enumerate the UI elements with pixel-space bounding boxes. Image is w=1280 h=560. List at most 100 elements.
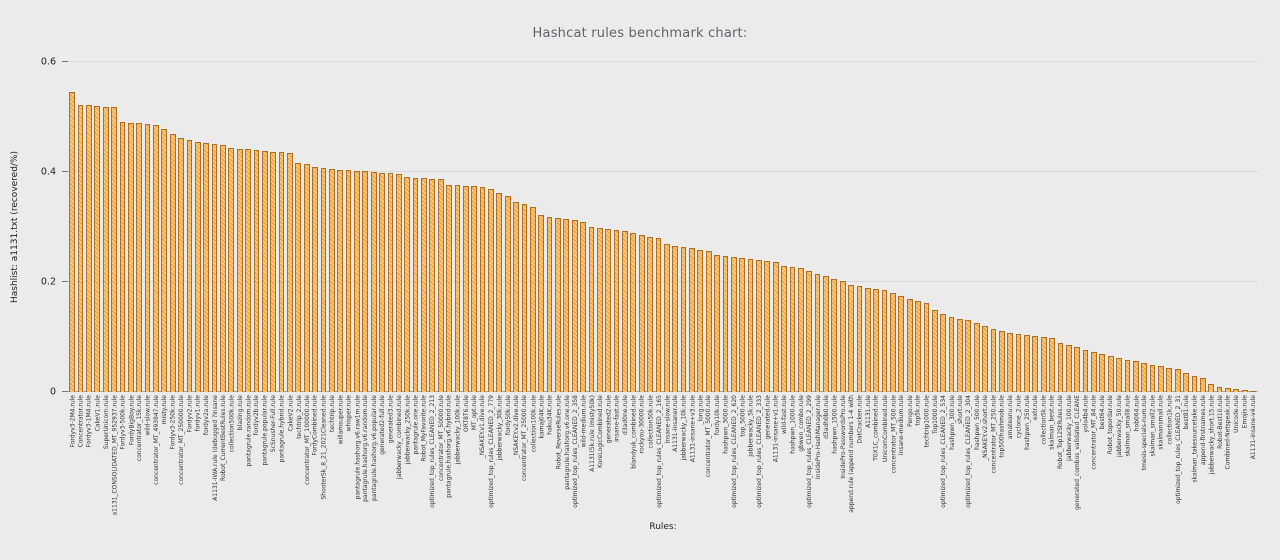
bar	[1233, 389, 1240, 392]
bar-group: jabberwacky_250k.rule	[403, 62, 411, 464]
x-tick-label: optimized_top_rules_CLEANED_2_31	[1174, 395, 1182, 505]
bar-group: A1131.rule	[864, 62, 872, 428]
x-tick-label: Pengo.rule	[906, 395, 914, 427]
x-tick-label: collection500k.rule	[228, 395, 236, 453]
bar-group: InsidePro-HashManager.rule	[813, 62, 822, 479]
bar-group: KoreLogicCombined.rule	[596, 62, 604, 468]
bar-group: jabberwacky_5k.rule	[746, 62, 755, 457]
x-tick-label: d3adh0b0.rule	[822, 395, 830, 439]
x-tick-label: optimized_top_rules_CLEANED_2_534	[940, 395, 948, 508]
bar-group: optimized_top_rules_CLEANED_2_779	[487, 62, 495, 508]
bar	[1250, 390, 1256, 392]
bar-group: _NSAKEY.v1.dive.rule	[478, 62, 487, 458]
bar	[697, 249, 704, 392]
bar-group: hashpwn_500.rule	[973, 62, 981, 450]
bar-group: optimized_top_rules_CLEANED_2_333	[755, 62, 763, 508]
bar-group: tmesis-specials-num.rule	[1140, 62, 1148, 470]
bar-group: misty.rule	[160, 62, 168, 424]
y-tick-label: 0.6	[40, 56, 56, 68]
x-tick-label: Top1000.rule	[931, 395, 939, 434]
x-tick-label: tmesis-specials-num.rule	[1141, 395, 1149, 471]
bar	[194, 141, 201, 392]
y-tick-mark	[62, 171, 68, 172]
x-tick-label: top5k.rule	[915, 395, 923, 426]
bar	[1024, 334, 1030, 392]
x-tick-label: optimized_top_rules_CLEANED_2_299	[806, 395, 814, 508]
bar	[806, 271, 813, 392]
bar	[555, 218, 561, 392]
bar-group: optimized_top_rules_CLEANED_2_299	[805, 62, 813, 508]
x-tick-label: jabberwacky_50.rule	[1116, 395, 1124, 457]
bar	[345, 170, 352, 392]
bar	[881, 289, 888, 392]
x-tick-label: Emojis.rule	[1241, 395, 1249, 429]
bar-group: Robot_topordar.rule	[1107, 62, 1115, 454]
x-tick-label: skalman_takesourcetake.rule	[1191, 395, 1199, 483]
x-tick-label: concentrator_MT_50000.rule	[437, 395, 445, 482]
y-tick-label: 0.2	[40, 276, 56, 288]
bar	[823, 275, 829, 392]
bar-group: ScSnusher-Full.rule	[269, 62, 277, 452]
x-tick-label: UnicornCombined.rule	[881, 395, 889, 463]
bar	[705, 250, 712, 392]
bar	[789, 266, 796, 392]
y-tick-label: 0.4	[40, 166, 56, 178]
x-tick-label: fordyv2b.rule	[253, 395, 261, 436]
x-tick-label: optimized_top_rules_CLEANED_2_213	[429, 395, 437, 508]
x-tick-label: whisper.rule	[345, 395, 353, 432]
bar-group: Pengo.rule	[906, 62, 914, 427]
x-tick-label: ShooterSk_8_21_2021Cleaned.rule	[320, 395, 328, 500]
bar	[479, 187, 486, 392]
bar	[906, 298, 913, 392]
bar	[764, 261, 771, 392]
x-tick-label: _short.rule	[956, 395, 964, 427]
bar	[429, 178, 436, 392]
bar	[86, 105, 92, 392]
bar-group: MT_opt.rule	[470, 62, 478, 430]
x-tick-label: fordy50k.rule	[504, 395, 512, 436]
bar-group: CakeV1.rule	[93, 62, 101, 431]
bar-group: Fordyv2.rule	[185, 62, 193, 433]
bar-group: techtrip_2.rule	[294, 62, 302, 439]
x-tick-label: cyclone_2.rule	[1015, 395, 1023, 439]
bar-group: Concentrator.rule	[76, 62, 85, 447]
bar-group: pantagrule.hashorg.v6.popular.rule	[370, 62, 378, 501]
bar	[638, 235, 645, 392]
bar	[362, 171, 369, 392]
x-tick-label: DatCracken.rule	[856, 395, 864, 444]
bar-group: skalman_takesourcetake.rule	[1190, 62, 1198, 483]
bar	[513, 201, 519, 392]
bar	[973, 323, 980, 392]
bar-group: append-firstnames.rule	[1199, 62, 1207, 465]
bar-group: optimized_top_rules_CLEANED_2_31	[1174, 62, 1182, 504]
x-tick-label: optimized_top_rules_CLEANED_2_333	[755, 395, 763, 508]
bar-group: concentrator_MT_5000.rule	[705, 62, 713, 477]
bar-group: gbwen_combo.rule	[797, 62, 805, 452]
bar	[940, 314, 947, 392]
bar	[848, 284, 854, 392]
x-tick-label: hashpwn_1500.rule	[831, 395, 839, 454]
bar-group: fordyv2a.rule	[202, 62, 210, 435]
bar-group: pantagrule.popular.rule	[261, 62, 269, 466]
x-tick-label: wild-slow.rule	[144, 395, 152, 436]
bar-group: jabberwacky_50.rule	[1115, 62, 1123, 457]
bar-group: Unicode.rule	[1232, 62, 1240, 433]
x-tick-label: insane-slow.rule	[663, 395, 671, 444]
bar	[647, 236, 653, 392]
bar-group: optimized_top_rules_CLEANED_2_165	[654, 62, 662, 508]
bar	[1158, 366, 1164, 392]
bar	[102, 106, 109, 392]
x-tick-label: haku34K.rule	[546, 395, 554, 435]
x-tick-label: optimized_top_rules_CLEANED_2_358	[571, 395, 579, 508]
bar	[563, 219, 570, 392]
bar	[77, 104, 84, 392]
x-tick-label: hashpwn_3000.rule	[722, 395, 730, 454]
bar-group: fordy50k.rule	[504, 62, 512, 435]
x-tick-label: Robot_Top12StRules.rule	[1057, 395, 1065, 470]
x-tick-label: techtrip1000.rule	[923, 395, 931, 448]
bar	[220, 144, 226, 392]
bar	[957, 318, 963, 392]
bar-group: DatCracken.rule	[855, 62, 863, 444]
bar-group: d3adh0b0.rule	[822, 62, 830, 439]
x-tick-label: insane-medium.rule	[898, 395, 906, 456]
